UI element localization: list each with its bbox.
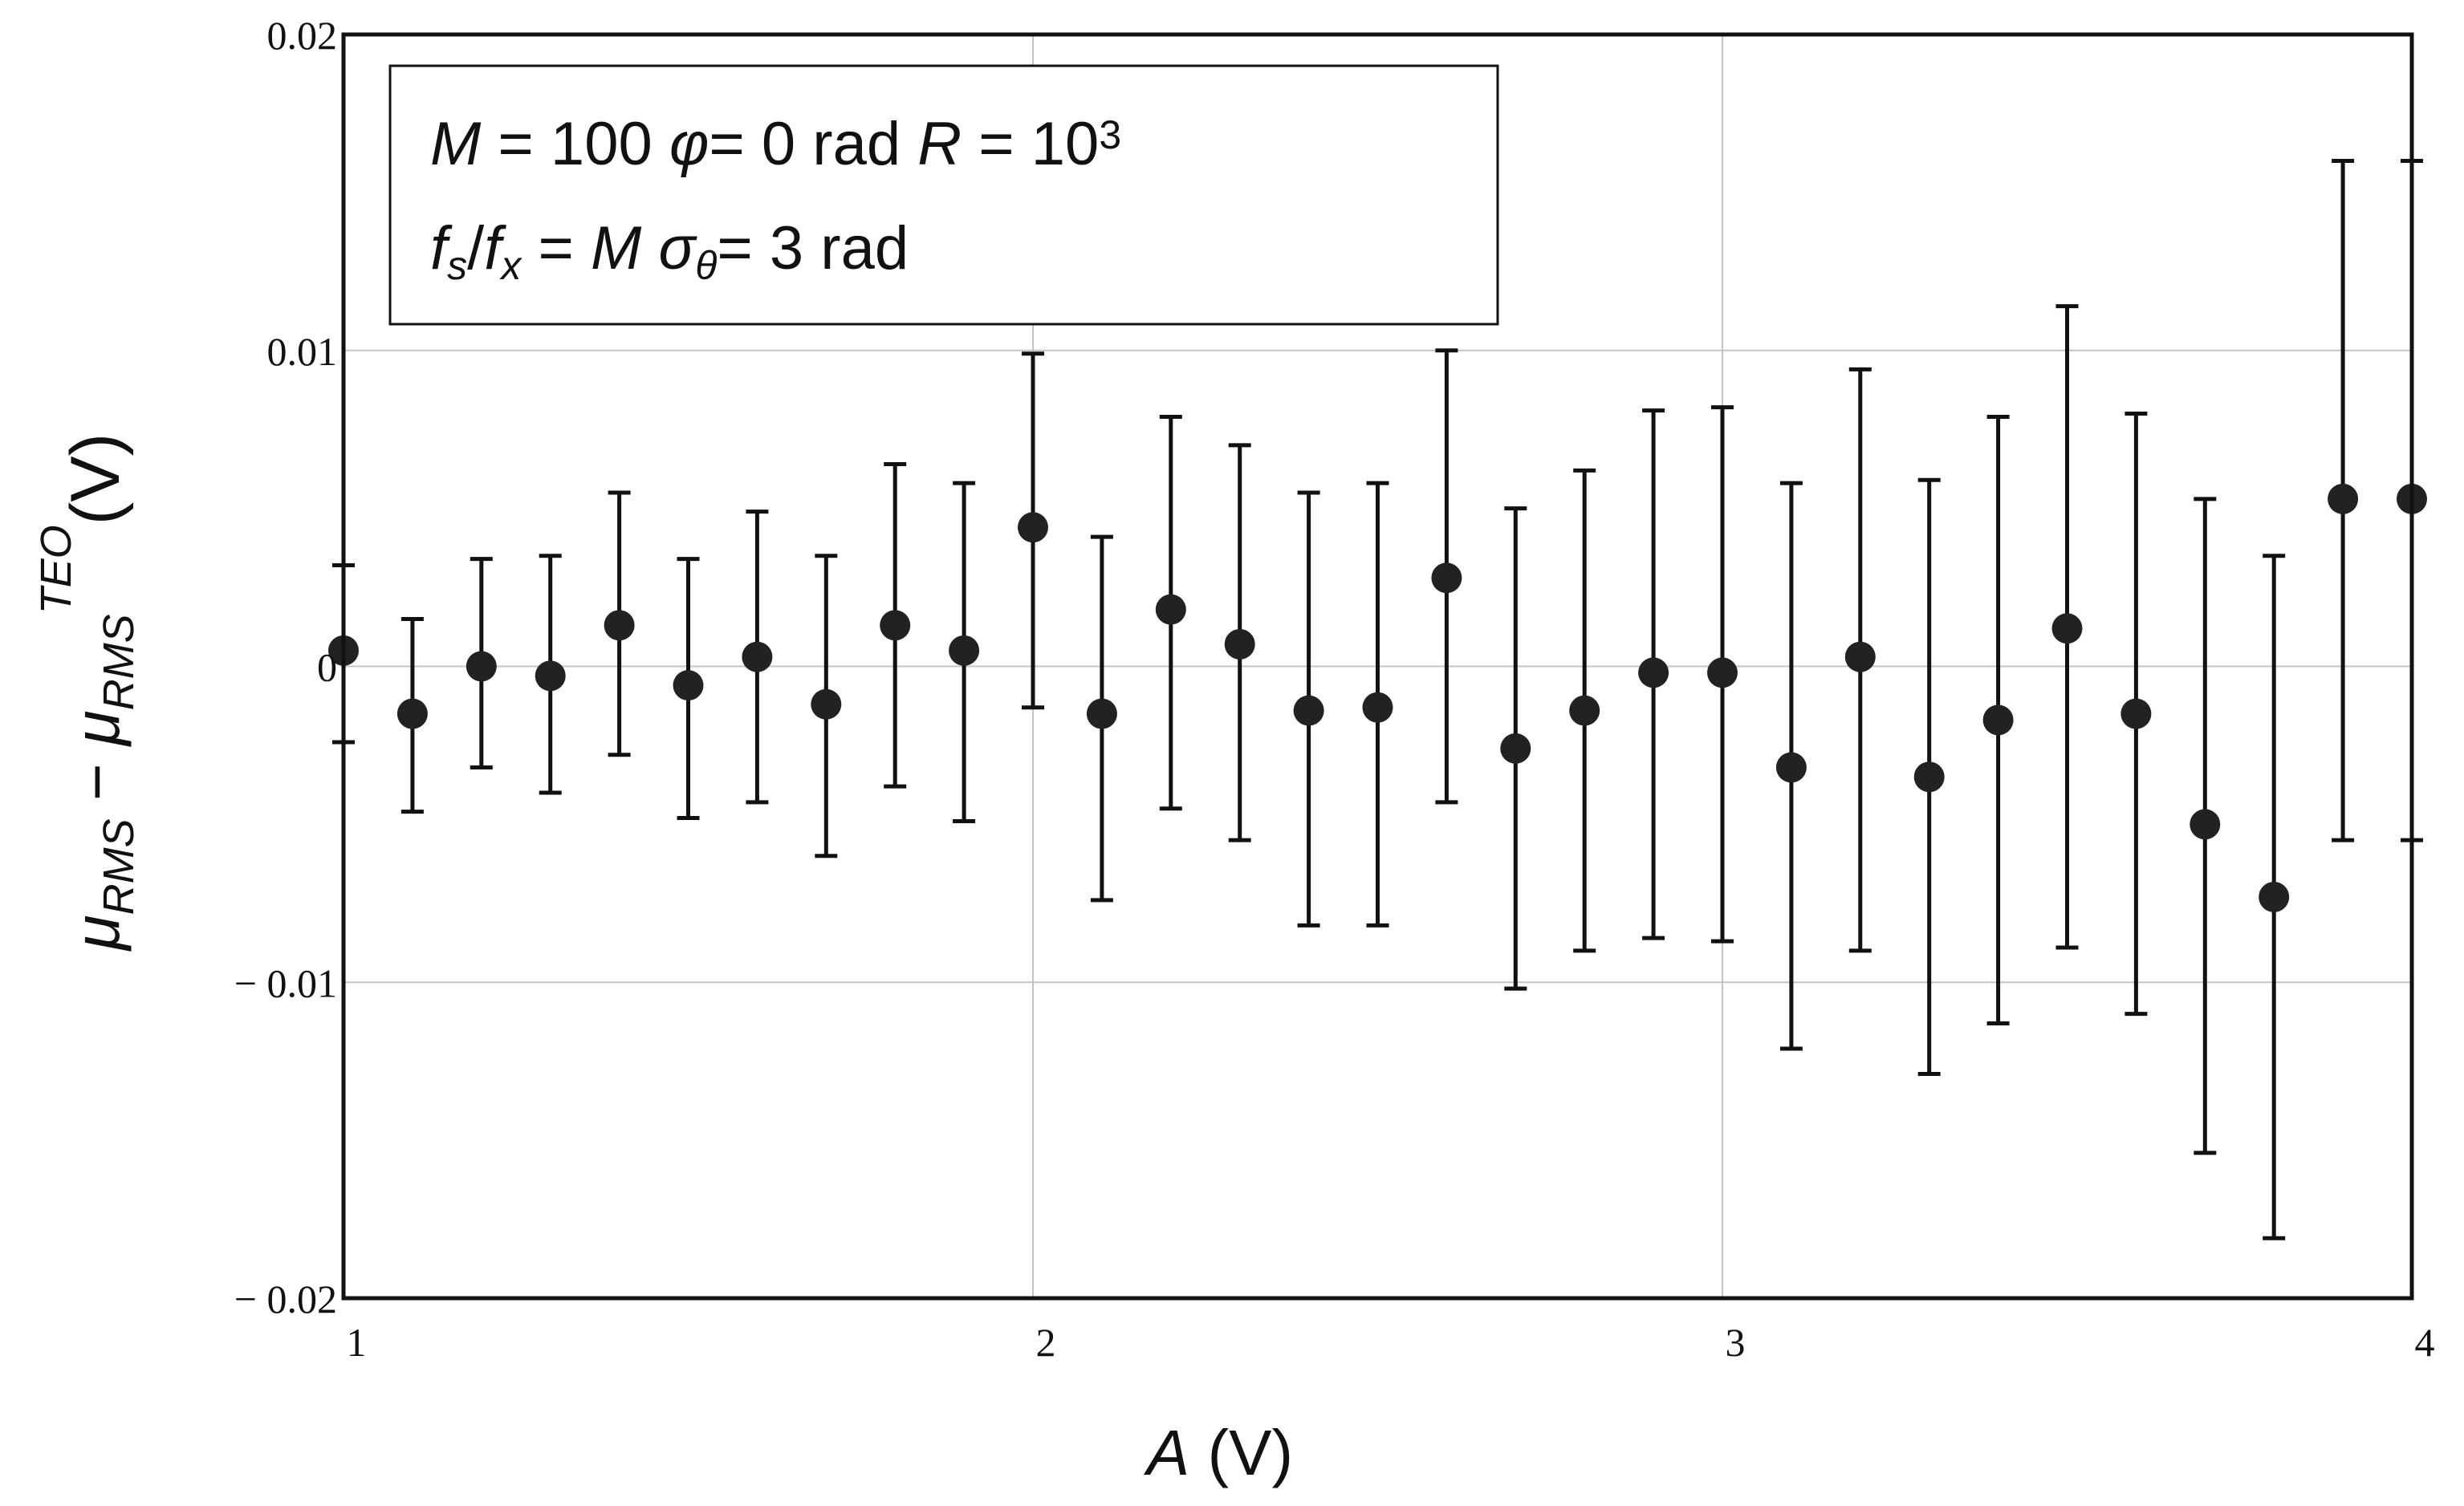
data-points bbox=[328, 483, 2427, 912]
annotation-segment: M bbox=[591, 214, 642, 282]
y-tick-label: − 0.01 bbox=[234, 960, 337, 1005]
y-tick-label: 0.02 bbox=[267, 13, 338, 58]
y-axis-tick-labels: 0.02 0.01 0 − 0.01 − 0.02 bbox=[234, 13, 337, 1321]
data-point bbox=[1500, 733, 1531, 764]
data-point bbox=[1086, 698, 1117, 729]
data-point bbox=[2259, 881, 2290, 912]
data-point bbox=[1362, 692, 1393, 723]
x-tick-label: 4 bbox=[2415, 1320, 2435, 1365]
data-point bbox=[880, 610, 911, 641]
annotation-segment: θ bbox=[695, 243, 717, 288]
data-point bbox=[1569, 695, 1600, 726]
plot-frame bbox=[341, 32, 2414, 1301]
annotation-segment: M bbox=[430, 110, 482, 178]
data-point bbox=[1707, 657, 1738, 688]
data-point bbox=[396, 698, 428, 729]
annotation-segment: x bbox=[499, 243, 522, 288]
annotation-segment: = bbox=[521, 214, 591, 282]
x-axis-tick-labels: 1 2 3 4 bbox=[347, 1320, 2435, 1365]
y-axis-label: μRMS − μRMSTEO(V) bbox=[32, 433, 143, 952]
y-tick-label: − 0.02 bbox=[234, 1277, 337, 1321]
x-tick-label: 3 bbox=[1726, 1320, 1746, 1365]
annotation-segment: φ bbox=[669, 110, 710, 178]
data-point bbox=[1638, 657, 1669, 688]
data-point bbox=[742, 641, 773, 672]
data-point bbox=[1155, 594, 1186, 625]
data-point bbox=[466, 651, 497, 682]
data-point bbox=[2328, 483, 2359, 514]
annotation-segment: s bbox=[447, 243, 467, 288]
x-axis-label: A (V) bbox=[1144, 1417, 1293, 1488]
annotation-segment: 3 bbox=[1099, 112, 1121, 157]
data-point bbox=[1224, 628, 1255, 660]
annotation-segment: = 0 rad bbox=[709, 110, 917, 178]
data-point bbox=[673, 670, 704, 701]
data-point bbox=[535, 660, 566, 692]
data-point bbox=[2190, 809, 2221, 840]
data-point bbox=[1018, 512, 1048, 543]
data-point bbox=[811, 688, 842, 720]
data-point bbox=[1293, 695, 1324, 726]
annotation-segment: σ bbox=[658, 214, 697, 282]
data-point bbox=[1982, 704, 2014, 736]
annotation-segment: = 3 rad bbox=[717, 214, 909, 282]
annotation-segment: = 10 bbox=[962, 110, 1099, 178]
annotation-segment: / bbox=[467, 214, 485, 282]
data-point bbox=[604, 610, 635, 641]
annotation-line-1: M = 100 φ= 0 rad R = 103 bbox=[430, 110, 1121, 178]
parameter-annotation-box: M = 100 φ= 0 rad R = 103 fs/fx = M σθ= 3… bbox=[388, 64, 1499, 326]
y-tick-label: 0.01 bbox=[267, 329, 338, 374]
annotation-line-2: fs/fx = M σθ= 3 rad bbox=[430, 214, 909, 288]
data-point bbox=[2120, 698, 2152, 729]
x-tick-label: 2 bbox=[1036, 1320, 1056, 1365]
data-point bbox=[1775, 752, 1807, 783]
data-point bbox=[2051, 613, 2083, 644]
data-point bbox=[1431, 562, 1462, 594]
y-tick-label: 0 bbox=[317, 645, 337, 690]
x-tick-label: 1 bbox=[347, 1320, 367, 1365]
annotation-segment: = 100 bbox=[481, 110, 669, 178]
annotation-segment: R bbox=[917, 110, 962, 178]
data-point bbox=[1913, 761, 1945, 793]
data-point bbox=[949, 635, 980, 666]
annotation-segment bbox=[641, 214, 658, 282]
data-point bbox=[1844, 641, 1876, 672]
